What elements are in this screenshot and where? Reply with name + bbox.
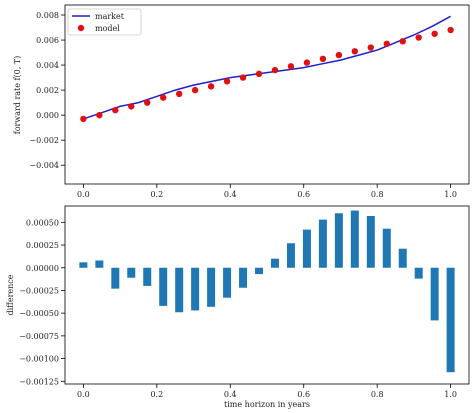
top-series <box>80 15 454 123</box>
top-x-tick-label: 0.8 <box>371 190 384 199</box>
model-point <box>128 103 135 110</box>
model-point <box>144 99 151 106</box>
model-point <box>287 63 295 70</box>
top-x-tick-label: 1.0 <box>444 190 457 199</box>
bottom-x-ticks: 0.0 0.2 0.4 0.6 0.8 1.0 <box>77 384 457 399</box>
legend-model-label: model <box>95 24 120 33</box>
bottom-y-ticks: 0.00050 0.00025 0.00000 −0.00025 −0.00050 −0.… <box>19 218 65 386</box>
top-x-tick-label: 0.2 <box>150 190 163 199</box>
bottom-y-tick-label: 0.00000 <box>26 264 59 273</box>
bottom-x-tick-label: 0.0 <box>77 390 90 399</box>
bottom-x-tick-label: 0.8 <box>371 390 384 399</box>
top-y-tick-label: 0.006 <box>36 36 59 45</box>
difference-bar <box>318 219 327 268</box>
model-point <box>415 34 422 41</box>
difference-bar <box>350 210 359 268</box>
top-x-tick-label: 0.4 <box>224 190 237 199</box>
difference-bar <box>239 267 248 288</box>
bottom-y-tick-label: −0.00025 <box>19 286 59 295</box>
model-point <box>160 94 167 101</box>
difference-bar <box>366 215 375 268</box>
bottom-y-tick-label: −0.00100 <box>19 355 59 364</box>
difference-bar <box>159 267 168 306</box>
model-point <box>191 86 199 94</box>
top-y-tick-label: −0.004 <box>29 161 59 170</box>
model-point <box>383 40 390 48</box>
model-point <box>335 51 343 59</box>
bottom-plot-area <box>64 205 470 385</box>
model-point <box>447 26 454 34</box>
difference-bar <box>270 258 279 268</box>
legend-market-label: market <box>95 12 125 21</box>
difference-bar <box>79 262 88 268</box>
difference-bar <box>255 267 264 275</box>
difference-bars <box>79 210 455 373</box>
difference-bar <box>446 267 455 373</box>
model-point <box>80 115 87 123</box>
model-point <box>207 83 215 90</box>
bottom-y-tick-label: 0.00050 <box>26 218 59 227</box>
model-point <box>223 78 231 85</box>
bottom-x-tick-label: 0.2 <box>150 390 163 399</box>
bottom-y-tick-label: −0.00125 <box>19 377 59 386</box>
model-point <box>303 59 311 66</box>
difference-bar <box>143 267 152 286</box>
difference-bar <box>302 229 311 268</box>
top-y-tick-label: 0.000 <box>36 111 59 120</box>
difference-bar <box>191 267 200 311</box>
bottom-y-tick-label: −0.00075 <box>19 332 59 341</box>
model-point <box>96 111 103 119</box>
bottom-x-tick-label: 1.0 <box>444 390 457 399</box>
top-x-tick-label: 0.0 <box>77 190 90 199</box>
top-y-tick-label: −0.002 <box>29 136 59 145</box>
difference-bar <box>430 267 439 321</box>
top-y-axis-label: forward rate f(0, T) <box>13 56 22 135</box>
legend-model-swatch <box>77 24 85 32</box>
difference-bar <box>398 248 407 268</box>
top-y-tick-label: 0.004 <box>36 61 59 70</box>
difference-bar <box>223 267 232 298</box>
model-point <box>239 74 247 81</box>
top-y-tick-label: 0.002 <box>36 86 59 95</box>
difference-panel: 0.00050 0.00025 0.00000 −0.00025 −0.00050 −0.… <box>6 205 470 409</box>
bottom-y-axis-label: difference <box>6 274 15 315</box>
difference-bar <box>382 228 391 268</box>
model-point <box>367 44 374 51</box>
top-x-ticks: 0.0 0.2 0.4 0.6 0.8 1.0 <box>77 184 457 199</box>
top-y-ticks: −0.004 −0.002 0.000 0.002 0.004 0.006 0.008 <box>29 11 65 170</box>
model-point <box>319 55 327 63</box>
model-point <box>399 38 406 45</box>
difference-bar <box>175 267 184 313</box>
difference-bar <box>95 260 104 268</box>
top-y-tick-label: 0.008 <box>36 11 59 20</box>
model-point <box>431 30 438 37</box>
model-point <box>255 70 263 78</box>
model-point <box>175 90 183 98</box>
bottom-y-tick-label: 0.00025 <box>26 241 59 250</box>
legend: market model <box>67 8 142 36</box>
difference-bar <box>286 243 295 268</box>
bottom-y-tick-label: −0.00050 <box>19 309 59 318</box>
top-x-tick-label: 0.6 <box>297 190 310 199</box>
difference-bar <box>207 267 216 307</box>
bottom-x-tick-label: 0.6 <box>297 390 310 399</box>
model-point <box>112 106 119 114</box>
model-point <box>351 48 359 55</box>
difference-bar <box>127 267 136 278</box>
bottom-x-axis-label: time horizon in years <box>224 400 310 409</box>
model-point <box>271 66 279 74</box>
difference-bar <box>111 267 120 289</box>
difference-bar <box>334 213 343 268</box>
bottom-x-tick-label: 0.4 <box>224 390 237 399</box>
forward-rate-panel: −0.004 −0.002 0.000 0.002 0.004 0.006 0.008 0.… <box>13 4 470 199</box>
difference-bar <box>414 267 423 279</box>
